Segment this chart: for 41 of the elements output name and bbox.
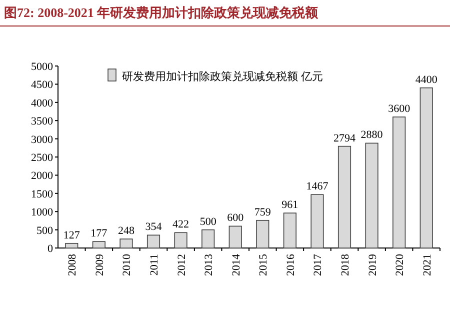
y-tick-label: 500 xyxy=(36,224,54,237)
data-label: 600 xyxy=(227,212,244,224)
x-tick-label: 2012 xyxy=(176,254,188,276)
data-label: 2880 xyxy=(360,129,384,142)
data-label: 248 xyxy=(118,224,135,237)
y-tick-label: 2500 xyxy=(31,152,54,164)
y-tick-label: 3000 xyxy=(31,134,54,146)
x-tick-label: 2013 xyxy=(203,254,216,276)
x-tick-label: 2017 xyxy=(312,254,324,276)
y-tick-label: 1500 xyxy=(31,188,54,200)
y-tick-label: 2000 xyxy=(31,170,54,182)
chart-title: 图72: 2008-2021 年研发费用加计扣除政策兑现减免税额 xyxy=(4,5,320,20)
x-tick-label: 2010 xyxy=(121,254,134,276)
x-tick-label: 2019 xyxy=(366,254,379,276)
y-tick-label: 4500 xyxy=(31,79,54,92)
data-label: 759 xyxy=(254,206,272,218)
data-label: 4400 xyxy=(415,74,438,86)
y-tick-label: 4000 xyxy=(31,97,54,110)
data-label: 500 xyxy=(200,216,217,228)
data-label: 3600 xyxy=(388,102,411,115)
data-label: 127 xyxy=(63,229,80,242)
data-label: 961 xyxy=(282,199,298,212)
x-tick-label: 2008 xyxy=(66,254,79,276)
y-tick-label: 3500 xyxy=(31,116,54,128)
legend-label: 研发费用加计扣除政策兑现减免税额 亿元 xyxy=(122,70,323,83)
y-tick-label: 1000 xyxy=(31,206,54,219)
x-tick-label: 2015 xyxy=(258,254,270,276)
x-tick-label: 2016 xyxy=(284,254,297,276)
x-tick-label: 2011 xyxy=(148,254,160,276)
x-tick-label: 2018 xyxy=(340,254,352,276)
x-tick-label: 2014 xyxy=(230,254,242,276)
y-tick-label: 0 xyxy=(48,243,54,255)
y-tick-label: 5000 xyxy=(31,61,54,73)
data-label: 2794 xyxy=(334,132,356,144)
data-label: 177 xyxy=(90,228,108,240)
data-label: 422 xyxy=(172,218,190,231)
x-tick-label: 2020 xyxy=(394,254,406,276)
x-tick-label: 2009 xyxy=(94,254,106,276)
x-tick-label: 2021 xyxy=(421,254,434,276)
data-label: 354 xyxy=(145,221,162,234)
data-label: 1467 xyxy=(306,180,329,193)
